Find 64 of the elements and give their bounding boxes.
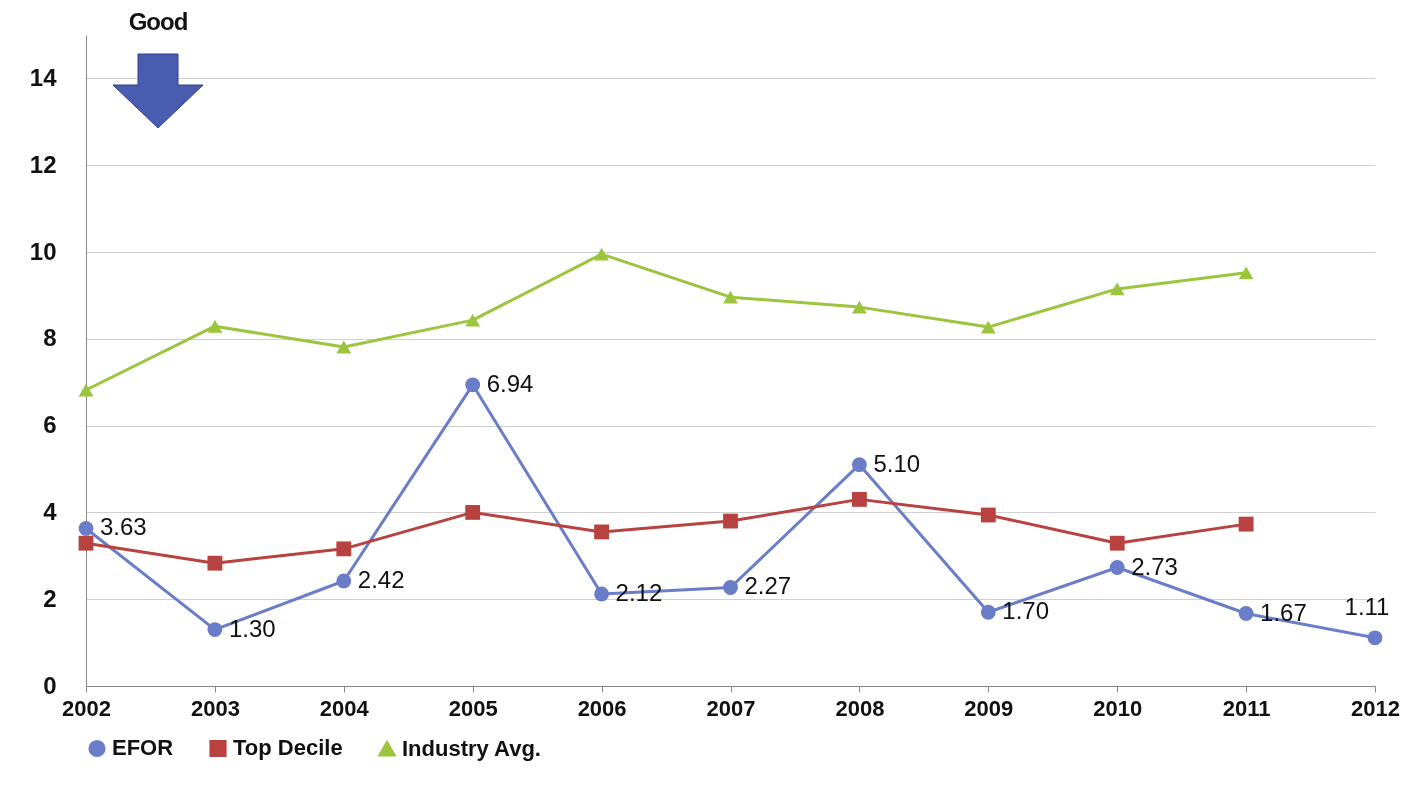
point — [723, 513, 738, 529]
point — [594, 524, 610, 540]
y-tick-label: 2 — [43, 584, 57, 612]
point — [1238, 266, 1254, 280]
x-tick-label: 2007 — [706, 695, 756, 721]
data-label: 5.10 — [873, 449, 921, 477]
point — [1109, 535, 1125, 551]
x-tick-label: 2003 — [190, 695, 240, 721]
point — [723, 580, 738, 595]
point — [851, 457, 867, 473]
point — [980, 604, 996, 620]
point — [980, 320, 996, 334]
y-tick-label: 8 — [43, 324, 57, 352]
point — [1109, 282, 1125, 296]
point — [78, 521, 94, 536]
legend-label: EFOR — [112, 735, 174, 761]
y-tick-label: 12 — [29, 150, 57, 178]
point — [980, 507, 996, 523]
point — [1109, 560, 1125, 575]
data-label: 2.42 — [357, 565, 405, 593]
x-tick-label: 2002 — [62, 695, 111, 721]
point — [594, 247, 610, 261]
x-tick-label: 2012 — [1351, 695, 1400, 721]
x-tick-label: 2004 — [319, 695, 370, 721]
x-tick-label: 2010 — [1093, 695, 1143, 721]
x-tick-label: 2009 — [964, 695, 1014, 721]
point — [851, 300, 867, 314]
x-tick-label: 2005 — [448, 695, 498, 721]
point — [78, 535, 94, 551]
point — [1367, 630, 1383, 646]
point — [207, 555, 223, 571]
data-label: 3.63 — [100, 513, 147, 541]
point — [336, 541, 352, 557]
point — [1238, 606, 1254, 621]
y-tick-label: 0 — [43, 671, 57, 699]
data-label: 1.67 — [1260, 598, 1307, 626]
point — [336, 573, 352, 589]
x-tick-label: 2011 — [1222, 695, 1271, 721]
point — [465, 313, 481, 327]
legend-label: Industry Avg. — [402, 735, 541, 761]
y-tick-label: 10 — [29, 237, 57, 265]
data-label: 1.70 — [1002, 597, 1050, 625]
y-tick-label: 4 — [43, 497, 58, 525]
legend-label: Top Decile — [233, 735, 343, 761]
data-label: 1.30 — [228, 614, 276, 642]
data-label: 6.94 — [486, 369, 534, 397]
y-tick-label: 14 — [29, 63, 58, 91]
point — [594, 586, 610, 602]
y-tick-label: 6 — [43, 411, 57, 439]
x-tick-label: 2006 — [577, 695, 627, 721]
data-label: 2.73 — [1131, 552, 1178, 580]
text: Good — [127, 8, 189, 36]
point — [465, 504, 481, 520]
x-tick-label: 2008 — [835, 695, 885, 721]
point — [78, 383, 94, 397]
point — [207, 622, 223, 637]
point — [207, 319, 223, 333]
point — [851, 491, 867, 507]
data-label: 1.11 — [1344, 592, 1390, 620]
point — [1238, 516, 1254, 532]
data-label: 2.27 — [744, 572, 792, 600]
point — [336, 340, 352, 354]
point — [723, 290, 738, 304]
point — [465, 377, 481, 393]
